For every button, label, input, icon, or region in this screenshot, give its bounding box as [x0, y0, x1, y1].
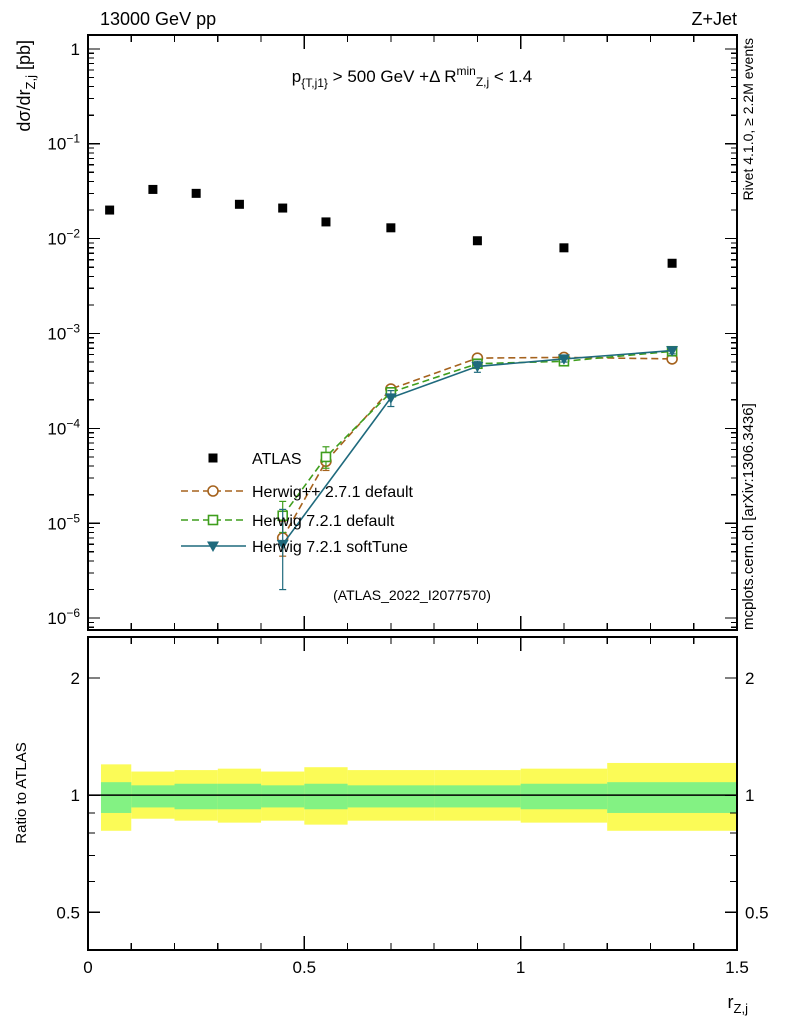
x-tick-label: 0 [83, 958, 92, 977]
marker-open-square [207, 514, 219, 526]
x-tick-label: 1.5 [725, 958, 749, 977]
ratio-tick-label-left: 0.5 [56, 903, 80, 922]
cut-title: p{T,j1} > 500 GeV +Δ RminZ,j < 1.4 [292, 64, 532, 90]
marker-open-circle [207, 485, 219, 497]
data-series [105, 184, 679, 591]
ratio-tick-label-right: 2 [745, 669, 754, 688]
ratio-band-inner [304, 783, 348, 810]
marker-filled-triangle-down [384, 393, 397, 404]
ratio-frame [87, 636, 738, 951]
y-tick-label: 1 [71, 40, 80, 59]
ratio-band-inner [100, 782, 132, 813]
marker-filled-square [105, 205, 115, 215]
ratio-band-inner [174, 783, 218, 810]
ratio-band-inner [131, 785, 175, 808]
y-tick-label: 10−2 [47, 227, 80, 249]
y-tick-label: 10−1 [47, 132, 80, 154]
series-line [282, 350, 673, 517]
legend-marker-samples [181, 453, 246, 552]
ratio-tick-label-left: 1 [71, 786, 80, 805]
y-axis-label: dσ/drZ,j [pb] [14, 40, 38, 132]
marker-filled-square [472, 236, 482, 246]
plot-frames [87, 34, 738, 951]
ratio-tick-label-right: 1 [745, 786, 754, 805]
process-label: Z+Jet [691, 9, 737, 29]
legend-label-herwigpp-default: Herwig++ 2.7.1 default [252, 484, 414, 501]
marker-filled-triangle-down [666, 346, 679, 357]
series-herwig-7-2-1-default [277, 345, 678, 534]
analysis-id-watermark: (ATLAS_2022_I2077570) [333, 587, 491, 603]
marker-filled-triangle-down [207, 541, 219, 552]
marker-filled-triangle-down [276, 539, 289, 551]
y-tick-label: 10−3 [47, 322, 80, 344]
legend-label-atlas: ATLAS [252, 451, 302, 468]
ratio-band-inner [607, 782, 737, 813]
marker-filled-square [148, 184, 158, 194]
y-tick-label: 10−6 [47, 606, 80, 628]
ratio-axis-label: Ratio to ATLAS [13, 742, 30, 843]
x-tick-label: 1 [516, 958, 525, 977]
series-herwig-7-2-1-softtune [276, 346, 679, 591]
ratio-band-inner [347, 785, 435, 808]
ratio-tick-label-left: 2 [71, 669, 80, 688]
ratio-tick-label-right: 0.5 [745, 903, 769, 922]
mcplots-reference-note: mcplots.cern.ch [arXiv:1306.3436] [740, 403, 757, 630]
marker-open-square [320, 451, 332, 463]
x-tick-label: 0.5 [293, 958, 317, 977]
rivet-version-note: Rivet 4.1.0, ≥ 2.2M events [740, 38, 756, 201]
y-tick-label: 10−4 [47, 416, 80, 438]
marker-filled-square [234, 199, 244, 209]
marker-filled-square [278, 203, 288, 213]
x-axis-label: rZ,j [728, 992, 749, 1016]
marker-filled-triangle-down [557, 354, 570, 365]
ratio-band-inner [520, 783, 608, 810]
ratio-uncertainty-bands [88, 762, 737, 831]
beam-energy-label: 13000 GeV pp [100, 9, 216, 29]
ratio-band-inner [261, 785, 305, 808]
y-tick-label: 10−5 [47, 511, 80, 533]
marker-filled-square [559, 243, 569, 253]
marker-filled-square [321, 217, 331, 227]
axis-tick-labels: 1 10−1 10−2 10−3 10−4 10−5 10−6 0 0.5 1 1.5 0.5 0.5 1… [47, 40, 768, 977]
series-atlas [105, 184, 677, 268]
marker-filled-square [386, 223, 396, 233]
ratio-band-inner [434, 785, 521, 808]
legend-label-herwig7-softtune: Herwig 7.2.1 softTune [252, 539, 408, 556]
marker-filled-square [208, 453, 218, 463]
ratio-band-inner [217, 783, 262, 810]
marker-filled-square [667, 258, 677, 268]
series-line [282, 356, 673, 539]
marker-filled-triangle-down [471, 361, 484, 373]
axis-ticks [87, 35, 738, 951]
main-frame [87, 34, 738, 631]
marker-filled-square [191, 188, 201, 198]
legend-label-herwig7-default: Herwig 7.2.1 default [252, 513, 395, 530]
